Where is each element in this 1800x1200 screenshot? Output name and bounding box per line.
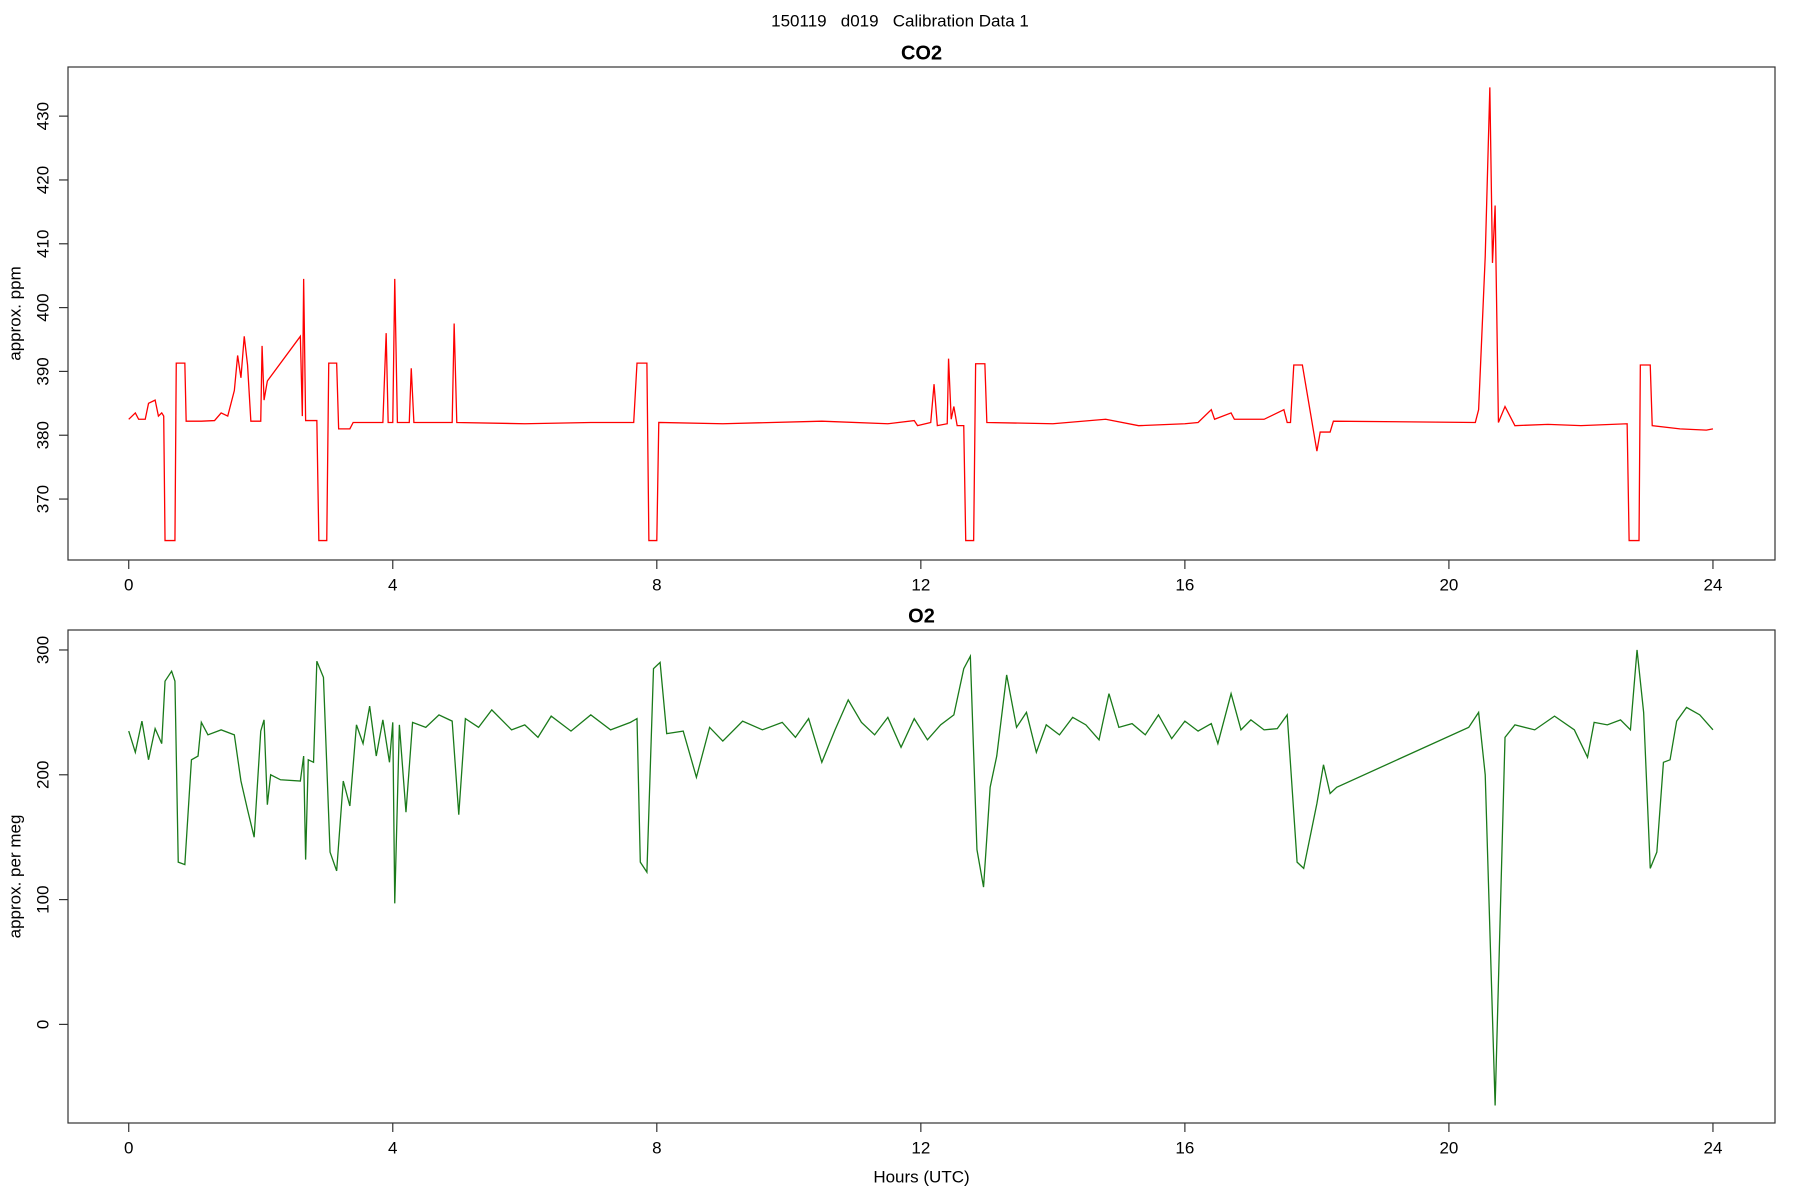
chart-title: O2 xyxy=(908,605,935,627)
x-tick-label: 24 xyxy=(1703,1138,1722,1157)
data-line xyxy=(128,87,1714,542)
x-tick-label: 20 xyxy=(1439,575,1458,594)
plot-frame xyxy=(67,629,1776,1124)
x-tick-label: 20 xyxy=(1439,1138,1458,1157)
y-tick-label: 400 xyxy=(33,293,52,321)
y-tick-label: 390 xyxy=(33,357,52,385)
data-line xyxy=(128,649,1714,1106)
chart-title: CO2 xyxy=(901,42,942,64)
y-tick-label: 370 xyxy=(33,485,52,513)
y-tick-label: 430 xyxy=(33,102,52,130)
x-tick-label: 0 xyxy=(124,1138,133,1157)
figure-title: 150119 d019 Calibration Data 1 xyxy=(771,11,1029,30)
y-axis-label: approx. per meg xyxy=(5,815,24,939)
x-tick-label: 8 xyxy=(652,1138,661,1157)
x-tick-label: 4 xyxy=(388,1138,397,1157)
y-tick-label: 300 xyxy=(33,636,52,664)
y-tick-label: 380 xyxy=(33,421,52,449)
y-tick-label: 410 xyxy=(33,230,52,258)
x-tick-label: 16 xyxy=(1175,1138,1194,1157)
x-axis-label: Hours (UTC) xyxy=(873,1167,969,1186)
x-tick-label: 24 xyxy=(1703,575,1722,594)
x-tick-label: 0 xyxy=(124,575,133,594)
y-tick-label: 200 xyxy=(33,761,52,789)
y-tick-label: 0 xyxy=(33,1020,52,1029)
y-tick-label: 420 xyxy=(33,166,52,194)
x-tick-label: 12 xyxy=(911,575,930,594)
x-tick-label: 12 xyxy=(911,1138,930,1157)
y-tick-label: 100 xyxy=(33,885,52,913)
x-tick-label: 8 xyxy=(652,575,661,594)
x-tick-label: 4 xyxy=(388,575,397,594)
x-tick-label: 16 xyxy=(1175,575,1194,594)
y-axis-label: approx. ppm xyxy=(5,266,24,361)
plot-frame xyxy=(67,66,1776,561)
